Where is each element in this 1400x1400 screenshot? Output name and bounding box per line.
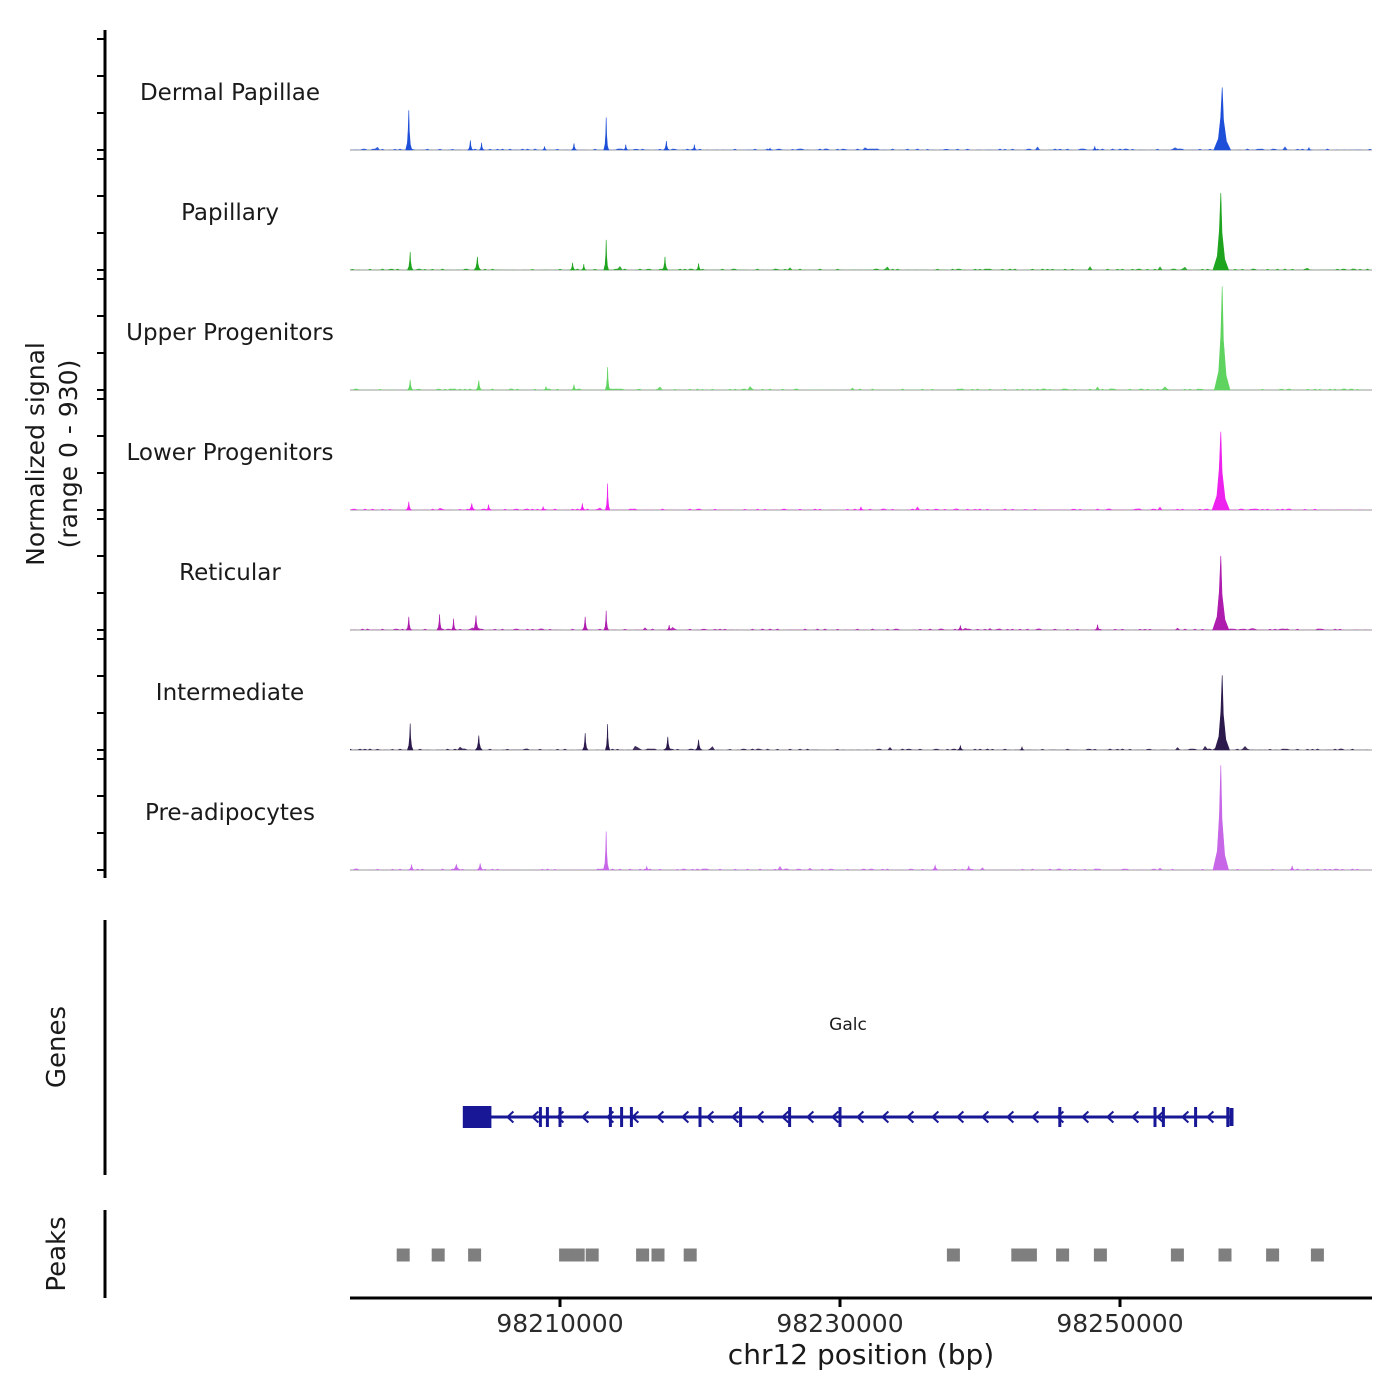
- strand-arrow-icon: [680, 1110, 690, 1124]
- gene-name-label: Galc: [829, 1015, 867, 1035]
- peak-box: [1266, 1248, 1280, 1262]
- peak-box: [683, 1248, 697, 1262]
- peak-box: [585, 1248, 599, 1262]
- strand-arrow-icon: [530, 1110, 540, 1124]
- gene-exon-tick: [739, 1107, 743, 1127]
- signal-track-upper-progenitors: [350, 286, 1372, 391]
- track-label: Lower Progenitors: [127, 440, 334, 466]
- gene-model-galc: Galc: [462, 1015, 1234, 1128]
- strand-arrow-icon: [1005, 1110, 1015, 1124]
- gene-exon-tick: [538, 1107, 542, 1127]
- track-label: Pre-adipocytes: [145, 800, 315, 826]
- gene-exon-tick: [1226, 1107, 1230, 1127]
- x-tick-label: 98230000: [776, 1309, 903, 1338]
- gene-exon-tick: [608, 1107, 612, 1127]
- track-label: Dermal Papillae: [140, 80, 320, 106]
- peak-box: [1170, 1248, 1184, 1262]
- strand-arrow-icon: [855, 1110, 865, 1124]
- strand-arrow-icon: [605, 1110, 615, 1124]
- gene-exon-tick: [1058, 1107, 1062, 1127]
- peak-box: [468, 1248, 482, 1262]
- track-label: Intermediate: [156, 680, 304, 706]
- track-label: Upper Progenitors: [126, 320, 334, 346]
- y-axis-label: Normalized signal (range 0 - 930): [19, 342, 85, 566]
- strand-arrow-icon: [930, 1110, 940, 1124]
- peak-box: [1011, 1248, 1025, 1262]
- gene-exon-tick: [838, 1107, 842, 1127]
- strand-arrow-icon: [705, 1110, 715, 1124]
- peak-box: [571, 1248, 585, 1262]
- strand-arrow-icon: [505, 1110, 515, 1124]
- strand-arrow-icon: [1155, 1110, 1165, 1124]
- strand-arrow-icon: [905, 1110, 915, 1124]
- strand-arrow-icon: [980, 1110, 990, 1124]
- y-axis-label-line1: Normalized signal: [21, 342, 50, 566]
- peak-box: [396, 1248, 410, 1262]
- signal-track-reticular: [350, 555, 1372, 631]
- peak-box: [1056, 1248, 1070, 1262]
- gene-exon-tick: [698, 1107, 702, 1127]
- gene-exon-tick: [1194, 1107, 1198, 1127]
- peaks-track: [396, 1248, 1324, 1262]
- strand-arrow-icon: [830, 1110, 840, 1124]
- gene-exon-tick: [558, 1107, 562, 1127]
- peak-box: [431, 1248, 445, 1262]
- strand-arrow-icon: [580, 1110, 590, 1124]
- strand-arrow-icon: [630, 1110, 640, 1124]
- genes-section-label: Genes: [42, 1005, 72, 1089]
- x-tick-label: 98250000: [1056, 1309, 1183, 1338]
- peak-box: [946, 1248, 960, 1262]
- strand-arrow-icon: [780, 1110, 790, 1124]
- strand-arrow-icon: [955, 1110, 965, 1124]
- strand-arrow-icon: [1030, 1110, 1040, 1124]
- strand-arrow-icon: [1105, 1110, 1115, 1124]
- strand-arrow-icon: [755, 1110, 765, 1124]
- peak-box: [1093, 1248, 1107, 1262]
- signal-track-pre-adipocytes: [350, 765, 1372, 871]
- signal-track-intermediate: [350, 675, 1372, 751]
- peak-box: [636, 1248, 650, 1262]
- gene-exon-tick: [545, 1107, 549, 1127]
- signal-track-lower-progenitors: [350, 431, 1372, 511]
- gene-exon-box: [462, 1106, 492, 1128]
- strand-arrow-icon: [1180, 1110, 1190, 1124]
- gene-exon-tick: [1161, 1107, 1165, 1127]
- gene-exon-tick: [1153, 1107, 1157, 1127]
- strand-arrow-icon: [1080, 1110, 1090, 1124]
- strand-arrow-icon: [880, 1110, 890, 1124]
- x-axis-title: chr12 position (bp): [727, 1338, 995, 1371]
- x-tick-label: 98210000: [496, 1309, 623, 1338]
- peak-box: [1023, 1248, 1037, 1262]
- peak-box: [559, 1248, 573, 1262]
- peak-box: [1218, 1248, 1232, 1262]
- strand-arrow-icon: [655, 1110, 665, 1124]
- signal-track-dermal-papillae: [350, 87, 1372, 151]
- peak-box: [651, 1248, 665, 1262]
- gene-exon-tick: [788, 1107, 792, 1127]
- peaks-section-label: Peaks: [42, 1216, 72, 1292]
- strand-arrow-icon: [1130, 1110, 1140, 1124]
- track-label: Reticular: [179, 560, 281, 586]
- peak-box: [1310, 1248, 1324, 1262]
- track-label: Papillary: [181, 200, 279, 226]
- signal-track-papillary: [350, 192, 1372, 271]
- strand-arrow-icon: [730, 1110, 740, 1124]
- gene-exon-tick: [620, 1107, 624, 1127]
- strand-arrow-icon: [555, 1110, 565, 1124]
- strand-arrow-icon: [1205, 1110, 1215, 1124]
- strand-arrow-icon: [1055, 1110, 1065, 1124]
- y-axis-label-line2: (range 0 - 930): [54, 359, 83, 549]
- strand-arrow-icon: [805, 1110, 815, 1124]
